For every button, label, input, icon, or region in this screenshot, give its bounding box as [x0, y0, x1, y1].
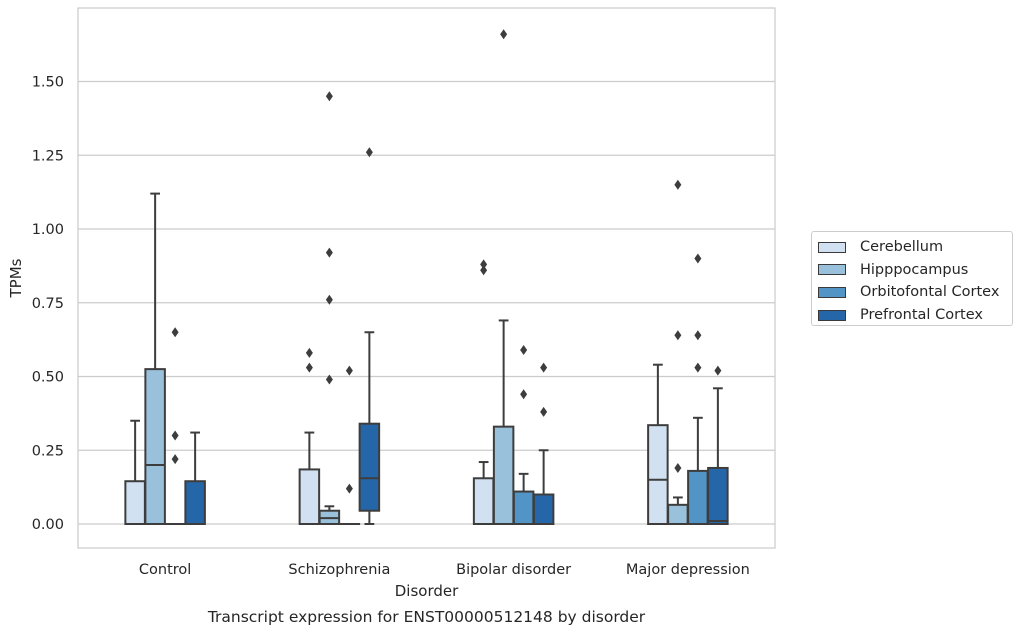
box: [532, 493, 555, 525]
x-tick-label: Major depression: [626, 562, 750, 578]
box-plot: [124, 419, 146, 526]
x-tick-label: Control: [139, 562, 191, 578]
box: [512, 490, 535, 525]
legend-label: Prefrontal Cortex: [860, 307, 983, 324]
legend-swatch: [818, 241, 846, 253]
outlier-point: [674, 179, 682, 190]
box: [144, 368, 166, 525]
box-plot: [667, 179, 689, 526]
legend-item: Orbitofontal Cortex: [818, 281, 1012, 304]
box: [667, 503, 689, 526]
y-tick-label: 0.75: [32, 296, 64, 312]
legend-item: Prefrontal Cortex: [818, 304, 1012, 327]
chart-title: Transcript expression for ENST0000051214…: [207, 608, 646, 626]
outlier-point: [540, 362, 548, 373]
legend-swatch: [818, 286, 846, 298]
legend-label: Cerebellum: [860, 239, 944, 256]
outlier-point: [694, 362, 702, 373]
x-tick-label: Bipolar disorder: [456, 562, 571, 578]
outlier-point: [325, 294, 333, 305]
outlier-point: [305, 362, 313, 373]
outlier-point: [480, 259, 488, 270]
y-tick-label: 1.00: [32, 222, 64, 238]
y-tick-label: 1.25: [32, 148, 64, 164]
box: [358, 422, 381, 512]
box: [184, 480, 206, 526]
box-plot: [298, 347, 321, 525]
x-axis-label: Disorder: [395, 582, 459, 600]
legend-label: Orbitofontal Cortex: [860, 284, 1000, 301]
outlier-point: [694, 253, 702, 264]
box-plot: [707, 365, 729, 526]
legend-item: Cerebellum: [818, 236, 1012, 259]
outlier-point: [500, 29, 508, 40]
outlier-point: [520, 344, 528, 355]
gridlines: [78, 80, 775, 525]
box-plot: [687, 253, 709, 525]
box-plot: [358, 147, 381, 525]
outlier-point: [365, 147, 373, 158]
outlier-point: [674, 462, 682, 473]
outlier-point: [325, 247, 333, 258]
box-plot: [472, 259, 495, 525]
outlier-point: [520, 389, 528, 400]
legend: Cerebellum Hipppocampus Orbitofontal Corte…: [811, 231, 1013, 326]
y-tick-label: 1.50: [32, 75, 64, 91]
y-tick-label: 0.25: [32, 443, 64, 459]
box: [492, 425, 515, 525]
x-tick-labels: Control Schizophrenia Bipolar disorder Majo…: [139, 562, 750, 578]
outlier-point: [345, 483, 353, 494]
outlier-point: [325, 374, 333, 385]
box: [472, 477, 495, 525]
outlier-point: [171, 430, 179, 441]
legend-swatch: [818, 264, 846, 276]
x-tick-label: Schizophrenia: [288, 562, 390, 578]
outlier-point: [325, 91, 333, 102]
box-plot: [318, 91, 341, 526]
box: [298, 468, 321, 525]
box: [687, 469, 709, 525]
box-plot: [164, 327, 186, 526]
box: [647, 424, 669, 525]
box-plot: [492, 29, 515, 525]
y-tick-label: 0.50: [32, 370, 64, 386]
legend-label: Hipppocampus: [860, 261, 969, 278]
box-plot: [512, 344, 535, 525]
outlier-point: [694, 330, 702, 341]
y-tick-label: 0.00: [32, 517, 64, 533]
outlier-point: [171, 454, 179, 465]
box-plot: [532, 362, 555, 525]
outlier-point: [714, 365, 722, 376]
box: [707, 466, 729, 526]
legend-swatch: [818, 309, 846, 321]
outlier-point: [305, 347, 313, 358]
box-plot: [647, 363, 669, 525]
plot-frame: [77, 7, 776, 549]
box: [124, 480, 146, 526]
y-axis-label: TPMs: [7, 258, 25, 298]
outlier-point: [480, 265, 488, 276]
box-plot: [144, 192, 166, 525]
y-tick-labels: 0.00 0.25 0.50 0.75 1.00 1.25 1.50: [32, 75, 64, 534]
box-plot: [184, 431, 206, 526]
box-plot: [338, 365, 361, 526]
box-plots: [124, 29, 729, 526]
outlier-point: [674, 330, 682, 341]
outlier-point: [540, 406, 548, 417]
legend-item: Hipppocampus: [818, 259, 1012, 282]
outlier-point: [345, 365, 353, 376]
outlier-point: [171, 327, 179, 338]
